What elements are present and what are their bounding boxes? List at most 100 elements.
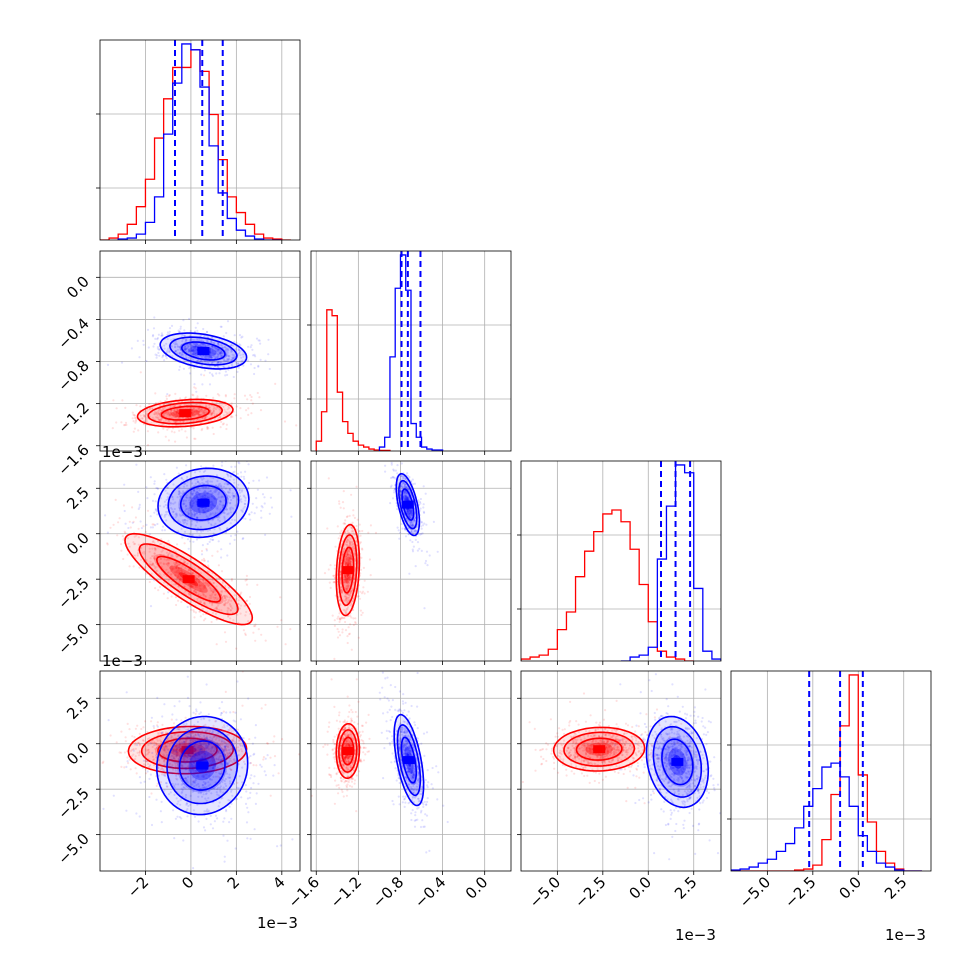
- red-sample-point: [138, 732, 141, 735]
- red-sample-point: [204, 581, 207, 584]
- blue-sample-point: [145, 359, 148, 363]
- blue-sample-point: [408, 514, 411, 517]
- red-sample-point: [136, 751, 139, 754]
- red-sample-point: [156, 417, 159, 420]
- blue-sample-point: [206, 345, 209, 348]
- red-sample-point: [346, 551, 349, 554]
- blue-sample-point: [162, 354, 165, 357]
- red-sample-point: [142, 726, 145, 729]
- blue-sample-point: [408, 512, 411, 516]
- blue-sample-point: [193, 513, 196, 516]
- blue-sample-point: [401, 482, 404, 485]
- red-sample-point: [115, 421, 118, 424]
- blue-sample-point: [205, 480, 208, 483]
- blue-sample-point: [123, 509, 126, 513]
- blue-sample-point: [198, 489, 201, 492]
- red-sample-point: [358, 530, 361, 533]
- red-sample-point: [145, 760, 148, 763]
- blue-sample-point: [179, 494, 182, 498]
- red-sample-point: [223, 753, 227, 757]
- red-sample-point: [115, 741, 118, 744]
- joint-content: [104, 461, 293, 650]
- red-sample-point: [212, 756, 215, 759]
- red-sample-point: [341, 501, 345, 504]
- red-sample-point: [221, 748, 224, 751]
- blue-sample-point: [192, 353, 195, 356]
- blue-sample-point: [218, 352, 222, 355]
- red-sample-point: [187, 742, 190, 745]
- blue-sample-point: [289, 489, 292, 492]
- red-sample-point: [154, 587, 157, 590]
- blue-sample-point: [225, 347, 228, 351]
- red-sample-point: [192, 609, 195, 612]
- blue-sample-point: [168, 350, 171, 353]
- red-sample-point: [174, 413, 177, 416]
- blue-sample-point: [232, 357, 235, 360]
- blue-sample-point: [210, 495, 213, 498]
- blue-sample-point: [206, 492, 209, 495]
- blue-sample-point: [196, 491, 199, 494]
- blue-sample-point: [212, 352, 216, 355]
- red-sample-point: [350, 541, 353, 544]
- red-sample-point: [201, 592, 205, 595]
- red-sample-point: [157, 589, 160, 592]
- blue-sample-point: [401, 485, 404, 488]
- blue-sample-point: [216, 479, 219, 483]
- blue-sample-point: [213, 346, 216, 349]
- blue-sample-point: [145, 523, 148, 527]
- red-sample-point: [117, 521, 120, 524]
- red-sample-point: [151, 555, 154, 558]
- red-sample-point: [143, 552, 146, 555]
- red-sample-point: [151, 407, 154, 410]
- red-sample-point: [186, 756, 189, 759]
- blue-sample-point: [183, 359, 186, 363]
- blue-sample-point: [184, 345, 187, 348]
- blue-sample-point: [191, 533, 194, 537]
- red-sample-point: [184, 777, 187, 780]
- red-sample-point: [226, 611, 229, 614]
- blue-sample-point: [190, 490, 193, 493]
- red-sample-point: [196, 408, 199, 411]
- blue-sample-point: [187, 350, 191, 353]
- blue-sample-point: [223, 358, 226, 361]
- blue-sample-point: [190, 500, 193, 503]
- blue-sample-point: [215, 474, 218, 477]
- red-sample-point: [148, 580, 151, 584]
- red-sample-point: [262, 756, 265, 759]
- red-sample-point: [175, 743, 178, 747]
- red-sample-point: [177, 566, 180, 569]
- blue-sample-point: [419, 533, 422, 536]
- blue-sample-point: [173, 343, 177, 346]
- blue-sample-point: [156, 487, 160, 490]
- red-sample-point: [180, 407, 183, 410]
- blue-sample-point: [397, 529, 400, 532]
- red-sample-point: [204, 416, 207, 419]
- red-sample-point: [190, 572, 193, 575]
- blue-sample-point: [400, 522, 403, 526]
- red-sample-point: [169, 409, 173, 412]
- red-sample-point: [368, 558, 371, 561]
- blue-sample-point: [189, 365, 192, 369]
- blue-sample-point: [247, 463, 250, 466]
- red-sample-point: [152, 759, 155, 762]
- red-sample-point: [156, 411, 159, 414]
- red-sample-point: [238, 739, 241, 743]
- red-sample-point: [177, 768, 180, 771]
- red-sample-point: [204, 595, 207, 598]
- red-sample-point: [175, 415, 178, 418]
- red-sample-point: [353, 575, 356, 578]
- blue-sample-point: [178, 351, 181, 354]
- blue-sample-point: [193, 514, 196, 517]
- red-sample-point: [138, 751, 141, 754]
- red-sample-point: [180, 428, 183, 431]
- blue-sample-point: [260, 505, 263, 508]
- red-sample-point: [175, 603, 178, 607]
- blue-sample-point: [197, 492, 200, 495]
- blue-sample-point: [216, 347, 219, 350]
- red-sample-point: [345, 561, 348, 564]
- blue-sample-point: [209, 348, 212, 351]
- blue-sample-point: [226, 482, 229, 485]
- red-sample-point: [134, 755, 137, 758]
- red-sample-point: [163, 573, 166, 576]
- blue-sample-point: [226, 358, 229, 362]
